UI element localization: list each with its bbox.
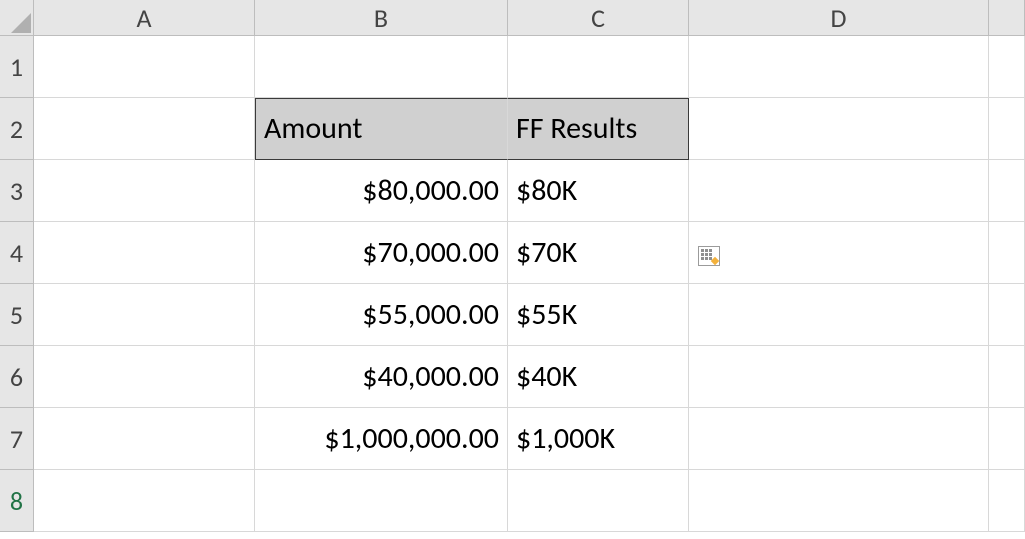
cell-B5[interactable]: $55,000.00 xyxy=(255,284,508,346)
select-all-corner[interactable] xyxy=(0,0,34,36)
flash-fill-options-icon[interactable] xyxy=(698,246,720,266)
cell-E5[interactable] xyxy=(989,284,1025,346)
row-header-4[interactable]: 4 xyxy=(0,222,34,284)
cell-E7[interactable] xyxy=(989,408,1025,470)
cell-A5[interactable] xyxy=(34,284,255,346)
row-header-2[interactable]: 2 xyxy=(0,98,34,160)
cell-E2[interactable] xyxy=(989,98,1025,160)
row-header-5[interactable]: 5 xyxy=(0,284,34,346)
cell-B2[interactable]: Amount xyxy=(255,98,508,160)
grid: A B C D 1 2 Amount FF Results 3 $80,000.… xyxy=(0,0,1025,532)
spreadsheet: A B C D 1 2 Amount FF Results 3 $80,000.… xyxy=(0,0,1025,539)
row-header-7[interactable]: 7 xyxy=(0,408,34,470)
cell-D1[interactable] xyxy=(689,36,989,98)
row-header-1[interactable]: 1 xyxy=(0,36,34,98)
cell-A4[interactable] xyxy=(34,222,255,284)
cell-E3[interactable] xyxy=(989,160,1025,222)
cell-A7[interactable] xyxy=(34,408,255,470)
cell-A8[interactable] xyxy=(34,470,255,532)
cell-D6[interactable] xyxy=(689,346,989,408)
cell-C6[interactable]: $40K xyxy=(508,346,689,408)
cell-B3[interactable]: $80,000.00 xyxy=(255,160,508,222)
cell-E8[interactable] xyxy=(989,470,1025,532)
cell-C7[interactable]: $1,000K xyxy=(508,408,689,470)
cell-B4[interactable]: $70,000.00 xyxy=(255,222,508,284)
row-header-3[interactable]: 3 xyxy=(0,160,34,222)
cell-D2[interactable] xyxy=(689,98,989,160)
cell-D7[interactable] xyxy=(689,408,989,470)
cell-B8[interactable] xyxy=(255,470,508,532)
cell-D4[interactable] xyxy=(689,222,989,284)
cell-B6[interactable]: $40,000.00 xyxy=(255,346,508,408)
cell-E1[interactable] xyxy=(989,36,1025,98)
col-header-B[interactable]: B xyxy=(255,0,508,36)
cell-E4[interactable] xyxy=(989,222,1025,284)
cell-D5[interactable] xyxy=(689,284,989,346)
cell-A3[interactable] xyxy=(34,160,255,222)
cell-D8[interactable] xyxy=(689,470,989,532)
col-header-E-partial[interactable] xyxy=(989,0,1025,36)
row-header-8[interactable]: 8 xyxy=(0,470,34,532)
col-header-D[interactable]: D xyxy=(689,0,989,36)
flash-fill-spark-icon xyxy=(711,257,719,265)
cell-A6[interactable] xyxy=(34,346,255,408)
cell-A1[interactable] xyxy=(34,36,255,98)
cell-C1[interactable] xyxy=(508,36,689,98)
col-header-C[interactable]: C xyxy=(508,0,689,36)
cell-C3[interactable]: $80K xyxy=(508,160,689,222)
col-header-A[interactable]: A xyxy=(34,0,255,36)
cell-A2[interactable] xyxy=(34,98,255,160)
cell-D3[interactable] xyxy=(689,160,989,222)
cell-B7[interactable]: $1,000,000.00 xyxy=(255,408,508,470)
cell-C2[interactable]: FF Results xyxy=(508,98,689,160)
cell-C5[interactable]: $55K xyxy=(508,284,689,346)
cell-E6[interactable] xyxy=(989,346,1025,408)
cell-B1[interactable] xyxy=(255,36,508,98)
cell-C8[interactable] xyxy=(508,470,689,532)
row-header-6[interactable]: 6 xyxy=(0,346,34,408)
cell-C4[interactable]: $70K xyxy=(508,222,689,284)
